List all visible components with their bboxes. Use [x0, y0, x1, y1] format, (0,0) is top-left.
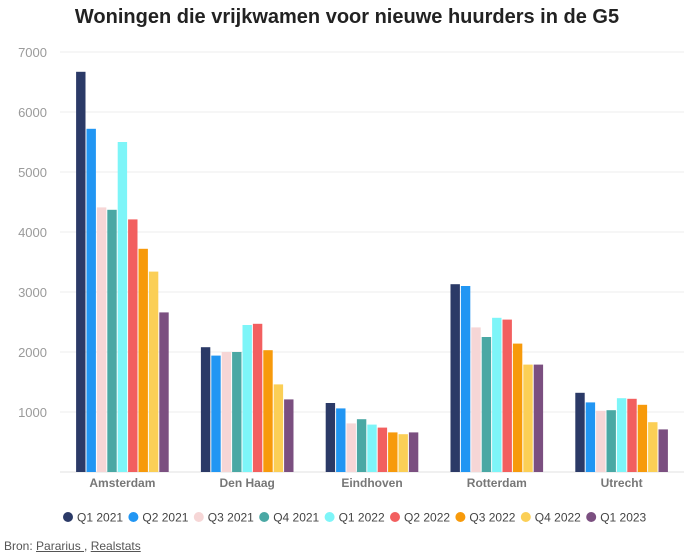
legend-marker: [259, 512, 270, 522]
bar: [502, 319, 512, 472]
legend-marker: [520, 512, 531, 522]
bar: [606, 410, 616, 472]
bar: [325, 403, 336, 472]
legend-label: Q3 2021: [208, 511, 254, 525]
chart-title: Woningen die vrijkwamen voor nieuwe huur…: [74, 6, 620, 28]
legend-marker: [455, 512, 466, 522]
source-prefix: Bron:: [4, 539, 37, 553]
bar: [596, 410, 606, 472]
bar: [398, 434, 408, 472]
y-tick-label: 2000: [18, 345, 47, 360]
y-tick-label: 4000: [18, 225, 47, 240]
bar: [221, 352, 232, 472]
legend-label: Q3 2022: [469, 511, 515, 525]
bar: [263, 350, 273, 472]
legend-label: Q1 2023: [600, 511, 646, 525]
bar: [107, 209, 117, 473]
bar: [367, 424, 377, 472]
bar: [450, 284, 460, 472]
bar: [232, 352, 242, 472]
x-category-label: Utrecht: [601, 476, 643, 490]
legend-marker: [324, 512, 335, 522]
legend-label: Q1 2021: [77, 511, 123, 525]
bar-chart: 1000 2000 3000 4000 5000 6000 7000 Amsterdam Den…: [18, 45, 684, 525]
bar: [533, 364, 544, 472]
bar: [76, 71, 86, 473]
source-link-pararius[interactable]: Pararius: [36, 539, 85, 553]
bar: [585, 402, 596, 472]
legend-marker: [390, 512, 400, 522]
x-category-label: Eindhoven: [341, 476, 402, 490]
y-tick-label: 3000: [18, 285, 47, 300]
bar: [408, 432, 419, 472]
y-tick-label: 1000: [18, 405, 47, 420]
legend-marker: [193, 512, 204, 522]
bar: [138, 248, 148, 472]
bar: [211, 355, 221, 472]
bar: [117, 142, 128, 472]
bar: [388, 432, 398, 472]
bar: [128, 219, 138, 472]
bar: [336, 408, 346, 472]
x-category-label: Amsterdam: [89, 476, 155, 490]
bar: [200, 347, 211, 472]
bar: [273, 384, 284, 472]
bar: [460, 286, 471, 472]
bar: [96, 207, 107, 472]
bar: [471, 327, 481, 472]
bar: [523, 364, 533, 472]
y-tick-label: 6000: [18, 105, 47, 120]
bar: [637, 404, 648, 472]
bar: [86, 128, 96, 473]
legend-marker: [63, 512, 73, 522]
bar: [377, 427, 388, 472]
legend-label: Q2 2021: [142, 511, 188, 525]
bar: [512, 343, 523, 472]
source-separator: ,: [84, 539, 91, 553]
x-category-label: Den Haag: [220, 476, 275, 490]
bar: [242, 325, 252, 472]
legend-label: Q1 2022: [339, 511, 385, 525]
y-tick-label: 5000: [18, 165, 47, 180]
bar: [356, 419, 367, 472]
bar: [252, 323, 263, 472]
bar: [627, 398, 637, 472]
x-category-label: Rotterdam: [467, 476, 527, 490]
legend-label: Q4 2022: [535, 511, 581, 525]
legend-marker: [128, 512, 139, 522]
legend-label: Q4 2021: [273, 511, 319, 525]
source-link-realstats[interactable]: Realstats: [90, 539, 141, 553]
bar: [159, 312, 169, 472]
bar: [616, 398, 627, 472]
y-tick-label: 7000: [18, 45, 47, 60]
bar: [346, 423, 356, 472]
legend-label: Q2 2022: [404, 511, 450, 525]
bar: [492, 317, 502, 472]
source-note: Bron: Pararius , Realstats: [4, 539, 141, 553]
bar: [658, 429, 668, 472]
bar: [481, 337, 492, 472]
bar: [575, 392, 585, 472]
bar: [148, 271, 159, 472]
bar: [648, 422, 658, 472]
legend-marker: [586, 512, 597, 522]
bar: [284, 399, 294, 472]
